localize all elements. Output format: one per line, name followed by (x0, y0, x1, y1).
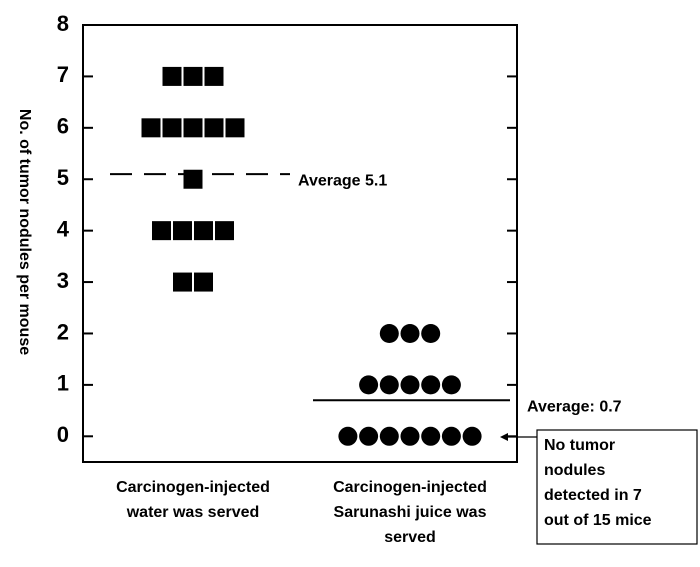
circle-point (421, 375, 441, 395)
circle-point (462, 426, 482, 446)
square-point (225, 118, 245, 138)
y-tick-label: 2 (57, 319, 69, 344)
circle-point (379, 323, 399, 343)
x-tick-label: served (384, 529, 436, 546)
y-tick-label: 8 (57, 11, 69, 36)
square-point (162, 66, 182, 86)
circle-point (338, 426, 358, 446)
annotation-text: nodules (544, 462, 605, 479)
square-point (194, 221, 213, 241)
circle-point (359, 375, 379, 395)
y-tick-label: 0 (57, 422, 69, 447)
y-tick-label: 6 (57, 114, 69, 139)
square-point (204, 66, 224, 86)
arrow-head (500, 433, 508, 441)
x-tick-label: water was served (126, 504, 260, 521)
x-tick-label: Sarunashi juice was (334, 504, 487, 521)
circle-point (359, 426, 379, 446)
circle-point (400, 426, 420, 446)
plot-frame (82, 24, 518, 463)
y-tick-label: 1 (57, 371, 69, 396)
circle-point (400, 375, 420, 395)
square-point (183, 169, 203, 189)
circle-point (379, 426, 399, 446)
circle-point (441, 375, 461, 395)
annotation-text: detected in 7 (544, 487, 642, 504)
circle-point (441, 426, 461, 446)
square-point (183, 118, 203, 138)
y-tick-label: 4 (57, 216, 70, 241)
square-point (152, 221, 171, 241)
circle-point (400, 323, 420, 343)
square-point (141, 118, 161, 138)
square-point (194, 272, 213, 292)
square-point (204, 118, 224, 138)
mean-label: Average: 0.7 (527, 399, 622, 416)
y-tick-label: 5 (57, 165, 69, 190)
square-point (173, 221, 192, 241)
y-tick-label: 3 (57, 268, 69, 293)
annotation-text: No tumor (544, 437, 615, 454)
square-point (183, 66, 203, 86)
square-point (162, 118, 182, 138)
circle-point (379, 375, 399, 395)
circle-point (421, 426, 441, 446)
x-tick-label: Carcinogen-injected (116, 479, 270, 496)
annotation-text: out of 15 mice (544, 512, 652, 529)
y-axis-label: No. of tumor nodules per mouse (16, 109, 33, 355)
y-tick-label: 7 (57, 62, 69, 87)
annotation-box (536, 429, 698, 545)
mean-label: Average 5.1 (298, 172, 387, 189)
x-tick-label: Carcinogen-injected (333, 479, 487, 496)
square-point (173, 272, 192, 292)
square-point (215, 221, 234, 241)
circle-point (421, 323, 441, 343)
